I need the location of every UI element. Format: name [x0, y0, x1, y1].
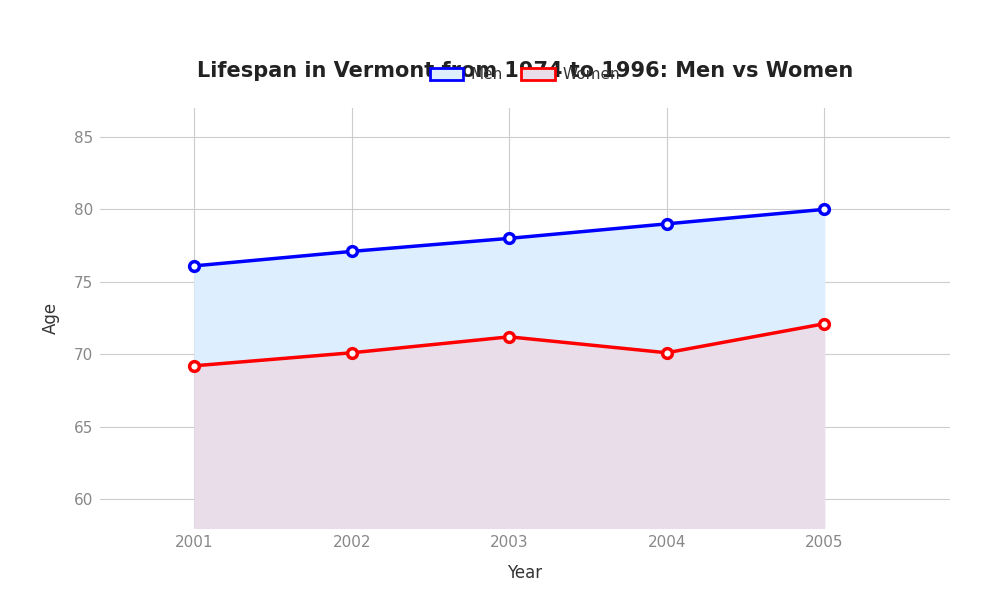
Title: Lifespan in Vermont from 1974 to 1996: Men vs Women: Lifespan in Vermont from 1974 to 1996: M… [197, 61, 853, 82]
X-axis label: Year: Year [507, 564, 543, 582]
Y-axis label: Age: Age [42, 302, 60, 334]
Legend: Men, Women: Men, Women [424, 61, 626, 88]
